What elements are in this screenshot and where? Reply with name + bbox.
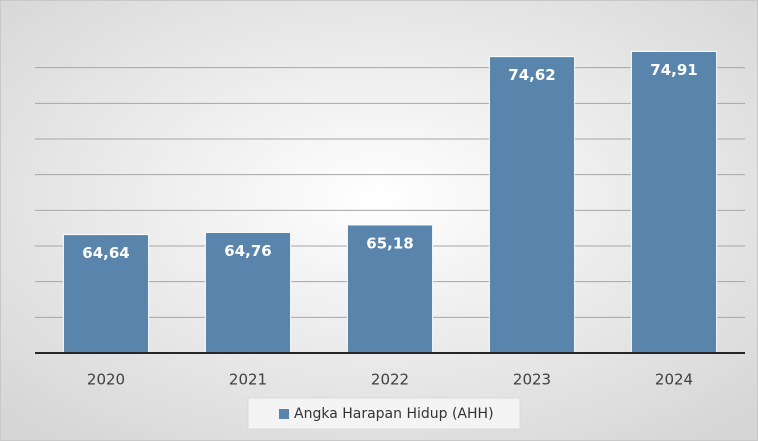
x-tick-label: 2024 <box>655 371 693 389</box>
x-tick-label: 2023 <box>513 371 551 389</box>
data-label: 74,91 <box>650 61 697 79</box>
legend-label: Angka Harapan Hidup (AHH) <box>294 406 494 422</box>
x-tick-label: 2020 <box>87 371 125 389</box>
bar <box>62 234 150 354</box>
bar <box>204 231 292 354</box>
bar <box>488 56 576 354</box>
x-tick-label: 2021 <box>229 371 267 389</box>
bar <box>630 50 718 354</box>
data-label: 65,18 <box>366 234 413 252</box>
legend <box>247 397 521 430</box>
data-label: 64,64 <box>82 244 129 262</box>
data-label: 64,76 <box>224 242 271 260</box>
x-tick-label: 2022 <box>371 371 409 389</box>
legend-swatch <box>279 409 289 419</box>
data-label: 74,62 <box>508 66 555 84</box>
bar <box>346 224 434 354</box>
